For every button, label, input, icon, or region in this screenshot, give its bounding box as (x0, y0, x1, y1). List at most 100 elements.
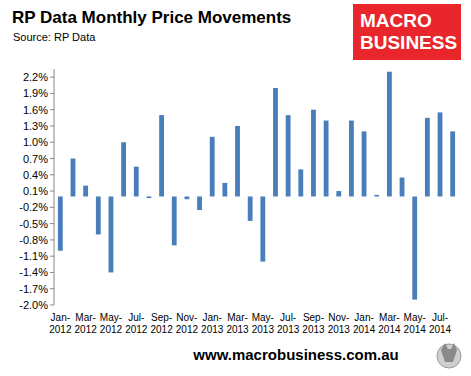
y-tick (50, 93, 54, 94)
x-tick-label-line: 2013 (226, 324, 249, 335)
x-tick-label: Nov-2013 (328, 312, 351, 335)
footer: www.macrobusiness.com.au (192, 346, 398, 363)
x-tick-label-line: 2013 (252, 324, 275, 335)
bar (197, 196, 202, 210)
y-tick-label: 1.9% (23, 87, 48, 99)
x-tick-label-line: 2012 (75, 324, 98, 335)
bar (273, 88, 278, 197)
y-tick-label: 2.2% (23, 71, 48, 83)
x-tick-label-line: 2013 (328, 324, 351, 335)
x-tick-label: Mar-2012 (75, 312, 98, 335)
x-tick-label-line: Jan- (202, 312, 221, 323)
x-tick-label-line: Jan- (354, 312, 373, 323)
y-tick-label: 1.0% (23, 136, 48, 148)
bar (400, 178, 405, 197)
bar (96, 196, 101, 234)
bar (438, 112, 443, 196)
x-tick-label-line: Sep- (151, 312, 172, 323)
x-tick-label-line: Mar- (75, 312, 96, 323)
bar (71, 159, 76, 197)
x-tick-label-line: 2012 (49, 324, 72, 335)
x-tick-label-line: Sep- (303, 312, 324, 323)
y-tick-label: -1.4% (19, 266, 48, 278)
y-tick (50, 142, 54, 143)
x-tick-label-line: Mar- (227, 312, 248, 323)
bar (210, 137, 215, 197)
y-tick (50, 223, 54, 224)
x-tick-label-line: 2014 (404, 324, 427, 335)
bar (134, 167, 139, 197)
x-tick-label-line: Nov- (328, 312, 349, 323)
chart: RP Data Monthly Price Movements Source: R… (0, 0, 471, 376)
x-tick-label-line: Nov- (176, 312, 197, 323)
x-tick-label: Sep-2012 (150, 312, 173, 335)
x-tick-label: Jul-2012 (125, 312, 148, 335)
bar (222, 183, 227, 197)
y-tick-label: -0.5% (19, 218, 48, 230)
x-tick-label-line: 2012 (176, 324, 199, 335)
y-tick-label: 0.1% (23, 185, 48, 197)
x-tick-label: Jan-2013 (201, 312, 224, 335)
x-tick-label: Sep-2013 (302, 312, 325, 335)
y-tick-label: 0.7% (23, 153, 48, 165)
background (0, 0, 471, 376)
y-tick-label: -1.1% (19, 250, 48, 262)
bar (286, 115, 291, 196)
bar (260, 196, 265, 261)
y-tick (50, 191, 54, 192)
y-tick (50, 239, 54, 240)
bar (298, 169, 303, 196)
y-tick (50, 272, 54, 273)
x-tick-label-line: May- (100, 312, 122, 323)
bar (184, 196, 189, 199)
y-tick-label: -1.7% (19, 283, 48, 295)
bar (248, 196, 253, 220)
y-tick-label: -0.8% (19, 234, 48, 246)
x-tick-label-line: May- (252, 312, 274, 323)
x-tick-label-line: 2013 (277, 324, 300, 335)
bar (425, 118, 430, 197)
x-tick-label: May-2013 (252, 312, 275, 335)
x-tick-label-line: Jul- (128, 312, 144, 323)
y-tick-label: 1.3% (23, 120, 48, 132)
bar (362, 131, 367, 196)
y-tick (50, 174, 54, 175)
bar (83, 186, 88, 197)
x-tick-label-line: 2012 (125, 324, 148, 335)
bars (58, 72, 455, 300)
y-tick (50, 288, 54, 289)
bar (109, 196, 114, 272)
x-tick-label: Jul-2013 (277, 312, 300, 335)
logo-text: BUSINESS (360, 32, 457, 53)
x-tick-label: Mar-2013 (226, 312, 249, 335)
x-tick-label-line: 2014 (353, 324, 376, 335)
bar (387, 72, 392, 197)
bar (172, 196, 177, 245)
bar (374, 195, 379, 197)
y-tick (50, 125, 54, 126)
y-tick (50, 109, 54, 110)
y-tick (50, 77, 54, 78)
emblem (437, 344, 461, 368)
bar (324, 121, 329, 197)
bar (147, 196, 152, 198)
subtitle: Source: RP Data (13, 31, 96, 43)
logo-box (353, 4, 461, 60)
title: RP Data Monthly Price Movements (12, 8, 291, 27)
bar (235, 126, 240, 197)
logo-text: MACRO (360, 10, 432, 31)
y-tick (50, 305, 54, 306)
x-tick-label-line: Jan- (51, 312, 70, 323)
x-tick-label-line: May- (404, 312, 426, 323)
bar (412, 196, 417, 299)
emblem-head (441, 343, 457, 362)
x-tick-label-line: 2014 (429, 324, 452, 335)
x-tick-label-line: 2012 (100, 324, 123, 335)
x-tick-label-line: Jul- (280, 312, 296, 323)
bar (311, 110, 316, 197)
bar (450, 131, 455, 196)
x-tick-label-line: Jul- (432, 312, 448, 323)
y-tick (50, 158, 54, 159)
x-tick-label: Jan-2012 (49, 312, 72, 335)
y-tick-label: -0.2% (19, 201, 48, 213)
